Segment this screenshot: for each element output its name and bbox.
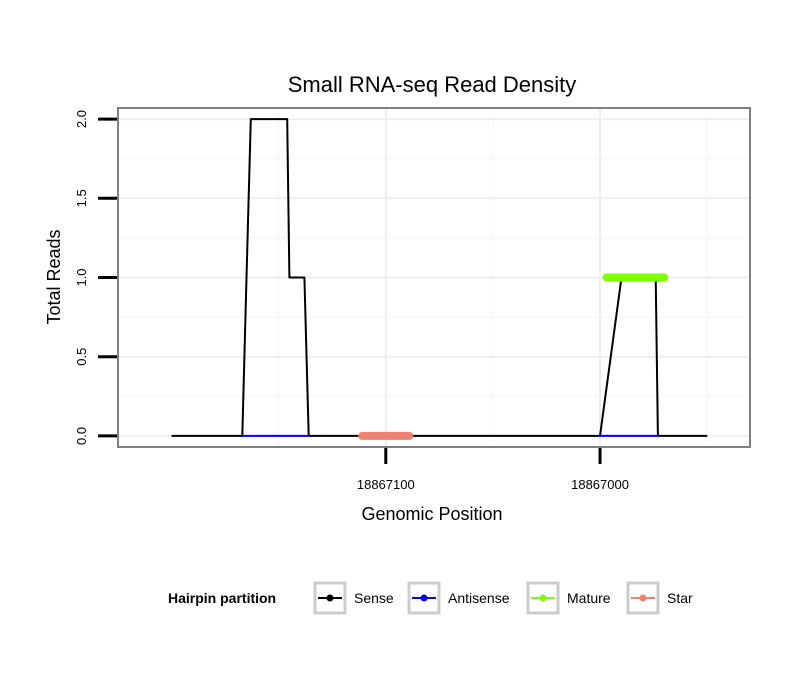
legend-key-point: [326, 594, 334, 602]
legend-item-sense: Sense: [313, 581, 394, 615]
legend: Hairpin partition Sense Antisense Mature St…: [168, 581, 693, 615]
legend-label: Antisense: [448, 590, 510, 606]
legend-title: Hairpin partition: [168, 590, 276, 606]
chart-title: Small RNA-seq Read Density: [288, 72, 577, 97]
legend-key-point: [539, 594, 547, 602]
y-tick-label: 0.0: [74, 427, 89, 445]
legend-label: Sense: [354, 590, 394, 606]
y-tick-label: 1.5: [74, 189, 89, 207]
legend-key-point: [639, 594, 647, 602]
legend-label: Mature: [567, 590, 611, 606]
plot-area: 0.0 0.5 1.0 1.5 2.0 18867100 18867000: [74, 107, 751, 492]
plot-border: [117, 107, 751, 448]
legend-label: Star: [667, 590, 693, 606]
legend-item-antisense: Antisense: [407, 581, 510, 615]
x-tick-label: 18867100: [357, 477, 415, 492]
y-tick-label: 1.0: [74, 268, 89, 286]
y-tick-label: 0.5: [74, 348, 89, 366]
legend-item-mature: Mature: [526, 581, 611, 615]
x-tick-label: 18867000: [571, 477, 629, 492]
legend-key-point: [420, 594, 428, 602]
x-axis-title: Genomic Position: [361, 504, 502, 524]
y-tick-label: 2.0: [74, 110, 89, 128]
legend-item-star: Star: [626, 581, 693, 615]
y-axis-title: Total Reads: [44, 229, 64, 324]
